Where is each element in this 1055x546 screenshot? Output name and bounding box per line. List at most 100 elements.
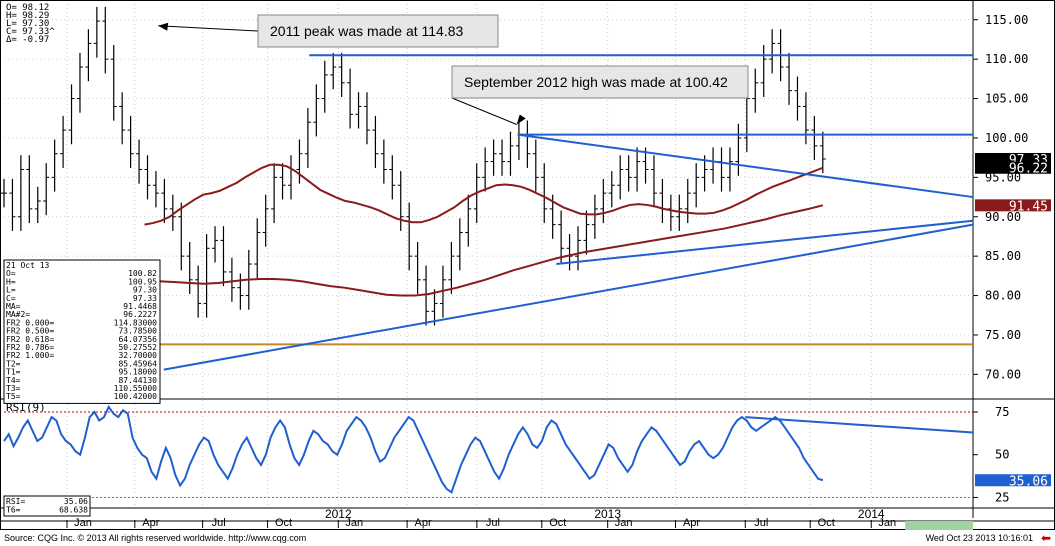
ma2-price-label: 91.45 xyxy=(1009,199,1048,214)
info-box-label: MA#2= xyxy=(6,310,30,319)
info-box-label: FR2 0.000= xyxy=(6,318,54,327)
x-axis-month-label: Oct xyxy=(275,517,292,529)
ma1-price-label: 96.22 xyxy=(1009,162,1048,177)
info-box-value: 32.70000 xyxy=(118,351,157,360)
info-box-label: T4= xyxy=(6,376,21,385)
info-box-label: MA= xyxy=(6,302,21,311)
x-axis-month-label: Jan xyxy=(74,517,92,529)
x-axis-future-shade xyxy=(905,521,973,530)
rsi-last-label: 35.06 xyxy=(1009,474,1048,489)
x-axis-year-label: 2013 xyxy=(594,507,621,521)
rsi-tick-label: 25 xyxy=(995,490,1009,504)
ohlc-header-line: L= 97.30 xyxy=(6,19,49,29)
y-tick-label: 70.00 xyxy=(985,367,1021,381)
moving-average-1 xyxy=(144,163,824,226)
chart-area: 115.00 110.00 105.00 100.00 95.00 90.00 85.00 8… xyxy=(0,0,1055,530)
y-tick-label: 100.00 xyxy=(985,131,1028,145)
y-tick-label: 110.00 xyxy=(985,52,1028,66)
rsi-trend-line xyxy=(745,416,974,434)
annotation-callout: September 2012 high was made at 100.42 xyxy=(451,65,749,125)
info-box-value: 50.27552 xyxy=(118,343,157,352)
x-axis-month-label: Apr xyxy=(142,517,159,529)
y-tick-label: 95.00 xyxy=(985,170,1021,184)
x-axis-month-label: Jul xyxy=(212,517,226,529)
info-box-value: 73.78500 xyxy=(118,327,157,336)
rsi-last-label-bg xyxy=(975,474,1051,487)
annotation-text: 2011 peak was made at 114.83 xyxy=(270,23,464,39)
ohlc-header-line: H= 98.29 xyxy=(6,11,49,21)
rsi-info-box xyxy=(3,495,91,517)
info-box-label: FR2 0.500= xyxy=(6,327,54,336)
rsi-tick-label: 50 xyxy=(995,448,1009,462)
rsi-info-value: 68.638 xyxy=(59,506,88,515)
rsi-tick-label: 75 xyxy=(995,405,1009,419)
trend-line xyxy=(556,219,974,266)
y-tick-label: 85.00 xyxy=(985,249,1021,263)
moving-average-2 xyxy=(91,204,824,297)
x-axis-year-label: 2012 xyxy=(325,507,352,521)
info-box xyxy=(3,259,161,404)
ma1-price-label-bg xyxy=(975,161,1051,174)
info-box-label: 21 Oct 13 xyxy=(6,261,50,270)
info-box-value: 95.18000 xyxy=(118,368,157,377)
footer: Source: CQG Inc. © 2013 All rights reser… xyxy=(0,530,1055,546)
footer-source: Source: CQG Inc. © 2013 All rights reser… xyxy=(4,533,307,543)
x-axis-month-label: Jan xyxy=(615,517,633,529)
info-box-label: FR2 0.618= xyxy=(6,335,54,344)
info-box-value: 110.55000 xyxy=(114,384,158,393)
y-tick-label: 80.00 xyxy=(985,289,1021,303)
x-axis-month-label: Jan xyxy=(878,517,896,529)
y-tick-label: 90.00 xyxy=(985,210,1021,224)
annotation-arrowhead xyxy=(158,22,169,31)
footer-timestamp: Wed Oct 23 2013 10:16:01 xyxy=(925,533,1033,543)
info-box-label: T3= xyxy=(6,384,21,393)
x-axis-month-label: Apr xyxy=(415,517,432,529)
info-box-label: FR2 1.000= xyxy=(6,351,54,360)
info-box-value: 64.07356 xyxy=(118,335,157,344)
y-tick-label: 105.00 xyxy=(985,92,1028,106)
y-tick-label: 75.00 xyxy=(985,328,1021,342)
info-box-value: 85.45964 xyxy=(118,359,157,368)
info-box-value: 100.95 xyxy=(128,277,157,286)
info-box-value: 87.44130 xyxy=(118,376,157,385)
info-box-value: 97.33 xyxy=(133,294,157,303)
info-box-label: O= xyxy=(6,269,16,278)
annotation-box xyxy=(451,65,749,99)
x-axis-month-label: Jul xyxy=(754,517,768,529)
annotation-arrow-line xyxy=(451,97,517,125)
y-tick-label: 115.00 xyxy=(985,13,1028,27)
info-box-value: 114.83000 xyxy=(114,318,158,327)
info-box-value: 100.82 xyxy=(128,269,157,278)
info-box-value: 100.42000 xyxy=(114,392,158,401)
rsi-info-label: RSI= xyxy=(6,497,25,506)
x-axis-month-label: Apr xyxy=(683,517,700,529)
info-box-label: H= xyxy=(6,277,16,286)
info-box-value: 96.2227 xyxy=(123,310,157,319)
info-box-label: T5= xyxy=(6,392,21,401)
rsi-info-label: T6= xyxy=(6,506,21,515)
ma2-price-label-bg xyxy=(975,199,1051,212)
annotation-callout: 2011 peak was made at 114.83 xyxy=(158,14,499,48)
info-box-label: T1= xyxy=(6,368,21,377)
x-axis-month-label: Oct xyxy=(818,517,835,529)
x-axis-month-label: Oct xyxy=(549,517,566,529)
x-axis-month-label: Jul xyxy=(486,517,500,529)
info-box-label: L= xyxy=(6,286,16,295)
ohlc-header-line: C= 97.33^ xyxy=(6,27,55,37)
annotation-text: September 2012 high was made at 100.42 xyxy=(464,74,728,90)
annotation-box xyxy=(257,14,499,48)
annotation-arrowhead xyxy=(516,114,526,125)
info-box-value: 91.4468 xyxy=(123,302,157,311)
annotation-arrow-line xyxy=(158,25,259,32)
info-box-label: FR2 0.786= xyxy=(6,343,54,352)
rsi-info-value: 35.06 xyxy=(64,497,88,506)
ohlc-header-line: Δ= -0.97 xyxy=(6,35,49,45)
rsi-line xyxy=(3,404,824,494)
back-arrow-icon[interactable]: ⬅ xyxy=(1040,531,1051,545)
info-box-label: C= xyxy=(6,294,16,303)
info-box-value: 97.30 xyxy=(133,286,157,295)
trend-line xyxy=(517,133,974,199)
ohlc-header-line: O= 98.12 xyxy=(6,3,49,13)
x-axis-month-label: Jan xyxy=(345,517,363,529)
trend-line xyxy=(163,223,974,371)
